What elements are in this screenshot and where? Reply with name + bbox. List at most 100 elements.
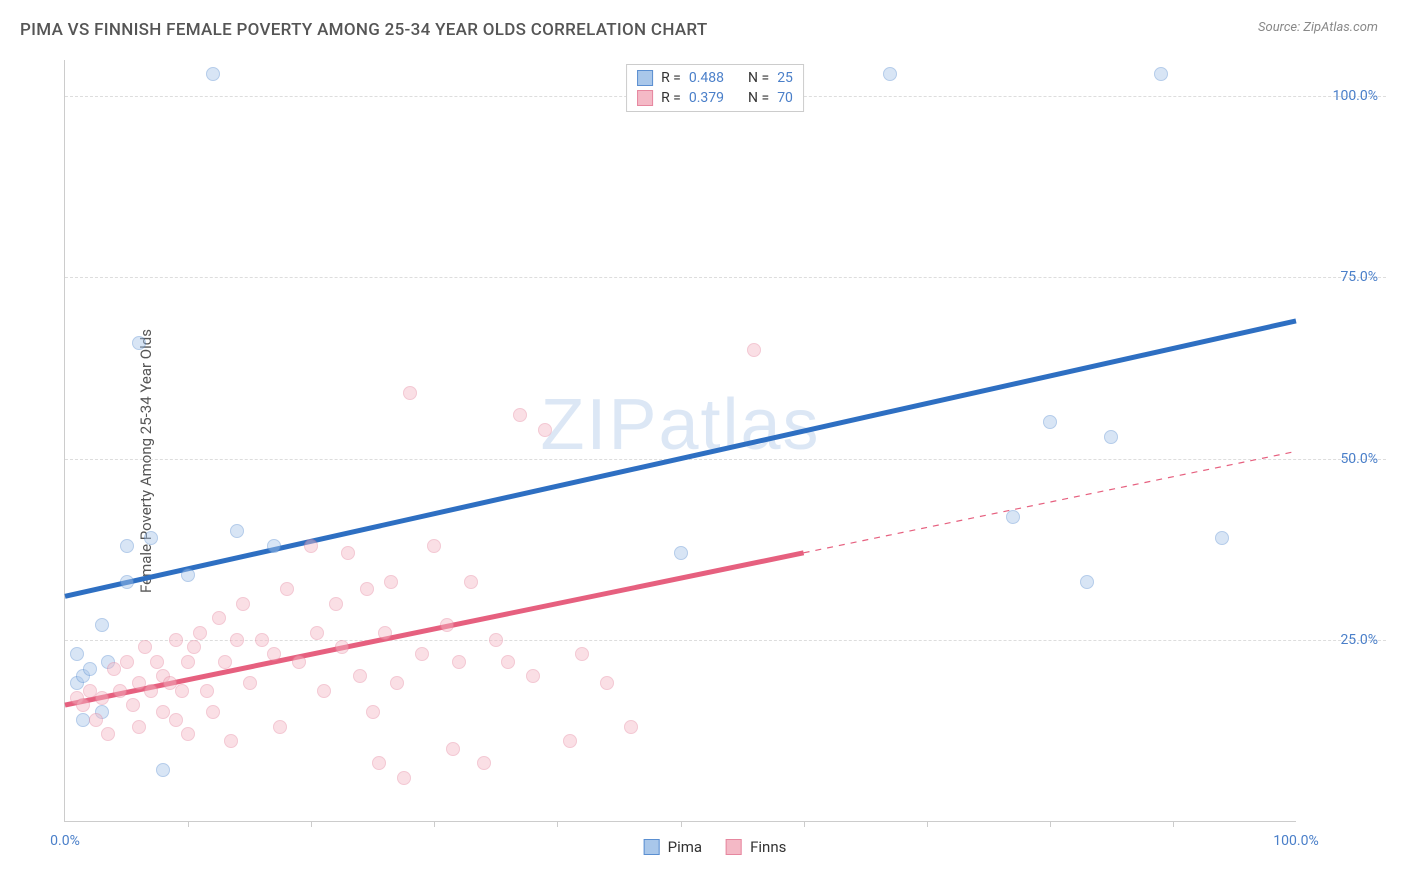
data-point: [138, 640, 152, 654]
legend-series-item: Pima: [644, 838, 702, 856]
data-point: [255, 633, 269, 647]
data-point: [95, 691, 109, 705]
x-tick: [1173, 821, 1174, 827]
data-point: [304, 539, 318, 553]
chart-header: PIMA VS FINNISH FEMALE POVERTY AMONG 25-…: [0, 0, 1406, 48]
data-point: [243, 676, 257, 690]
data-point: [427, 539, 441, 553]
data-point: [200, 684, 214, 698]
data-point: [397, 771, 411, 785]
data-point: [175, 684, 189, 698]
y-tick-label: 50.0%: [1340, 451, 1378, 467]
x-tick: [927, 821, 928, 827]
legend-swatch: [637, 70, 653, 86]
legend-n-label: N =: [748, 70, 769, 86]
data-point: [563, 734, 577, 748]
legend-correlation-row: R = 0.379 N = 70: [637, 88, 793, 108]
data-point: [384, 575, 398, 589]
data-point: [378, 626, 392, 640]
data-point: [236, 597, 250, 611]
legend-correlation: R = 0.488 N = 25 R = 0.379 N = 70: [626, 64, 804, 112]
data-point: [83, 662, 97, 676]
data-point: [372, 756, 386, 770]
data-point: [1154, 67, 1168, 81]
data-point: [501, 655, 515, 669]
data-point: [181, 655, 195, 669]
data-point: [206, 705, 220, 719]
data-point: [446, 742, 460, 756]
data-point: [674, 546, 688, 560]
legend-series-label: Finns: [750, 838, 786, 856]
source-label: Source: ZipAtlas.com: [1258, 20, 1378, 35]
legend-r-label: R =: [661, 90, 681, 106]
legend-series: Pima Finns: [644, 838, 787, 856]
data-point: [526, 669, 540, 683]
data-point: [538, 423, 552, 437]
data-point: [89, 713, 103, 727]
legend-n-value: 25: [777, 70, 793, 86]
data-point: [452, 655, 466, 669]
data-point: [218, 655, 232, 669]
data-point: [132, 336, 146, 350]
data-point: [267, 539, 281, 553]
data-point: [120, 655, 134, 669]
data-point: [144, 684, 158, 698]
legend-correlation-row: R = 0.488 N = 25: [637, 68, 793, 88]
data-point: [292, 655, 306, 669]
x-tick: [434, 821, 435, 827]
legend-swatch: [726, 839, 742, 855]
data-point: [132, 720, 146, 734]
y-tick-label: 75.0%: [1340, 269, 1378, 285]
data-point: [600, 676, 614, 690]
data-point: [310, 626, 324, 640]
plot-area: ZIPatlas 25.0%50.0%75.0%100.0%0.0%100.0%: [64, 60, 1296, 822]
data-point: [317, 684, 331, 698]
y-tick-label: 25.0%: [1340, 632, 1378, 648]
data-point: [193, 626, 207, 640]
data-point: [477, 756, 491, 770]
legend-series-label: Pima: [668, 838, 702, 856]
data-point: [126, 698, 140, 712]
data-point: [1080, 575, 1094, 589]
data-point: [335, 640, 349, 654]
data-point: [464, 575, 478, 589]
x-tick: [681, 821, 682, 827]
data-point: [489, 633, 503, 647]
data-point: [624, 720, 638, 734]
data-point: [120, 575, 134, 589]
data-point: [440, 618, 454, 632]
y-tick-label: 100.0%: [1333, 88, 1378, 104]
x-tick-label: 0.0%: [50, 833, 80, 849]
data-point: [403, 386, 417, 400]
legend-r-value: 0.488: [689, 70, 724, 86]
legend-r-value: 0.379: [689, 90, 724, 106]
legend-swatch: [637, 90, 653, 106]
data-point: [120, 539, 134, 553]
data-point: [280, 582, 294, 596]
x-tick: [1050, 821, 1051, 827]
legend-swatch: [644, 839, 660, 855]
data-point: [212, 611, 226, 625]
chart-title: PIMA VS FINNISH FEMALE POVERTY AMONG 25-…: [20, 20, 708, 40]
x-tick: [557, 821, 558, 827]
x-tick-label: 100.0%: [1273, 833, 1318, 849]
data-point: [169, 713, 183, 727]
data-point: [181, 727, 195, 741]
chart-container: Female Poverty Among 25-34 Year Olds ZIP…: [44, 60, 1386, 862]
x-tick: [804, 821, 805, 827]
x-tick: [311, 821, 312, 827]
x-tick: [188, 821, 189, 827]
data-point: [341, 546, 355, 560]
data-point: [107, 662, 121, 676]
legend-series-item: Finns: [726, 838, 786, 856]
legend-n-label: N =: [748, 90, 769, 106]
data-point: [366, 705, 380, 719]
legend-r-label: R =: [661, 70, 681, 86]
data-point: [169, 633, 183, 647]
data-point: [360, 582, 374, 596]
legend-n-value: 70: [777, 90, 793, 106]
data-point: [113, 684, 127, 698]
data-point: [150, 655, 164, 669]
data-point: [329, 597, 343, 611]
data-point: [181, 568, 195, 582]
